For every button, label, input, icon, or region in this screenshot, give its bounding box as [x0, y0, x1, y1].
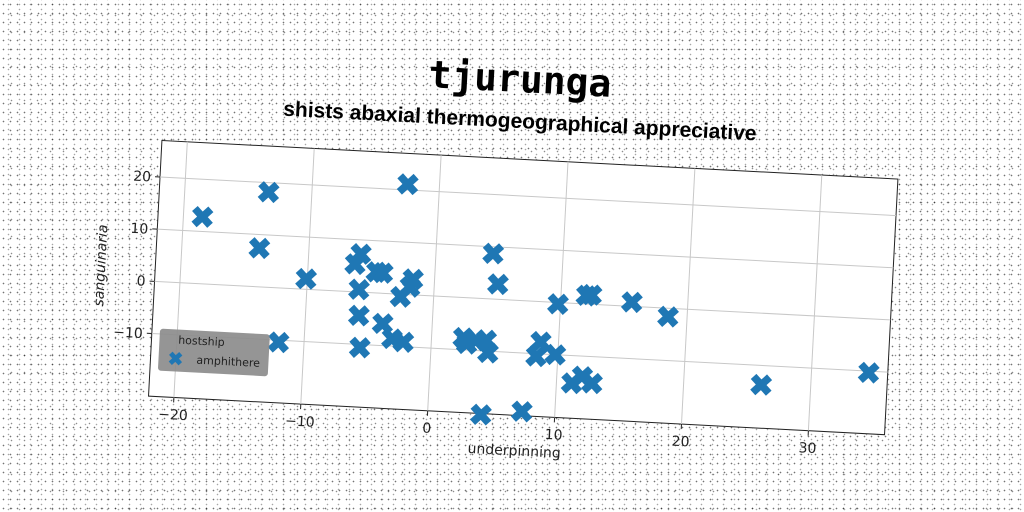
data-point [529, 330, 552, 353]
data-point [620, 291, 643, 314]
x-tick-label: −10 [285, 413, 315, 431]
data-point [392, 331, 415, 353]
legend-marker-icon [168, 351, 183, 366]
data-points [191, 173, 880, 426]
data-point [510, 400, 533, 423]
data-point [349, 243, 372, 265]
y-grid-line [154, 280, 891, 321]
data-point [487, 273, 509, 296]
x-tick-label: 10 [544, 427, 563, 444]
legend: hostship amphithere [158, 328, 270, 377]
data-point [347, 304, 370, 327]
data-point [396, 173, 419, 196]
chart-title: tjurunga [428, 52, 613, 106]
y-tick-label: −10 [113, 325, 143, 343]
y-tick-label: 20 [133, 169, 152, 186]
data-point [525, 345, 548, 368]
data-point [257, 181, 280, 204]
data-point [348, 336, 371, 359]
x-axis-label: underpinning [467, 441, 561, 462]
data-point [581, 372, 603, 395]
data-point [482, 242, 505, 265]
data-point [191, 205, 214, 228]
data-point [348, 278, 370, 301]
legend-entry-label: amphithere [196, 354, 260, 370]
data-point [295, 267, 318, 290]
data-point [402, 268, 424, 291]
y-grid-line [157, 228, 894, 269]
data-point [544, 343, 567, 366]
x-grid-line [807, 175, 823, 431]
data-point [857, 361, 880, 384]
legend-marker [168, 351, 183, 366]
x-tick-label: 30 [798, 440, 817, 457]
legend-title: hostship [178, 334, 225, 349]
legend-box [158, 328, 270, 377]
x-tick-label: 20 [671, 434, 690, 451]
x-grid-line [680, 168, 696, 425]
y-axis-label: sanguinaria [91, 224, 111, 307]
data-point [267, 331, 290, 354]
data-point [657, 305, 679, 328]
plot-area: −20 −10 0 10 20 30 −10 0 10 20 underpinning sangu… [91, 139, 899, 462]
chart-subtitle: shists abaxial thermogeographical apprec… [283, 98, 757, 146]
x-tick-label: −20 [158, 407, 188, 425]
data-point [248, 237, 271, 260]
data-point [371, 261, 394, 284]
data-point [750, 373, 773, 396]
y-grid-line [159, 176, 897, 217]
data-point [469, 403, 492, 426]
x-grid-line [427, 155, 442, 411]
x-grid-line [554, 161, 569, 418]
axis-ticks: −20 −10 0 10 20 30 −10 0 10 20 [113, 169, 817, 458]
y-tick-label: 10 [130, 221, 149, 238]
data-point [580, 283, 603, 306]
data-point [547, 293, 569, 316]
y-tick-label: 0 [136, 273, 146, 289]
data-point [477, 341, 499, 364]
x-tick-label: 0 [422, 421, 432, 437]
